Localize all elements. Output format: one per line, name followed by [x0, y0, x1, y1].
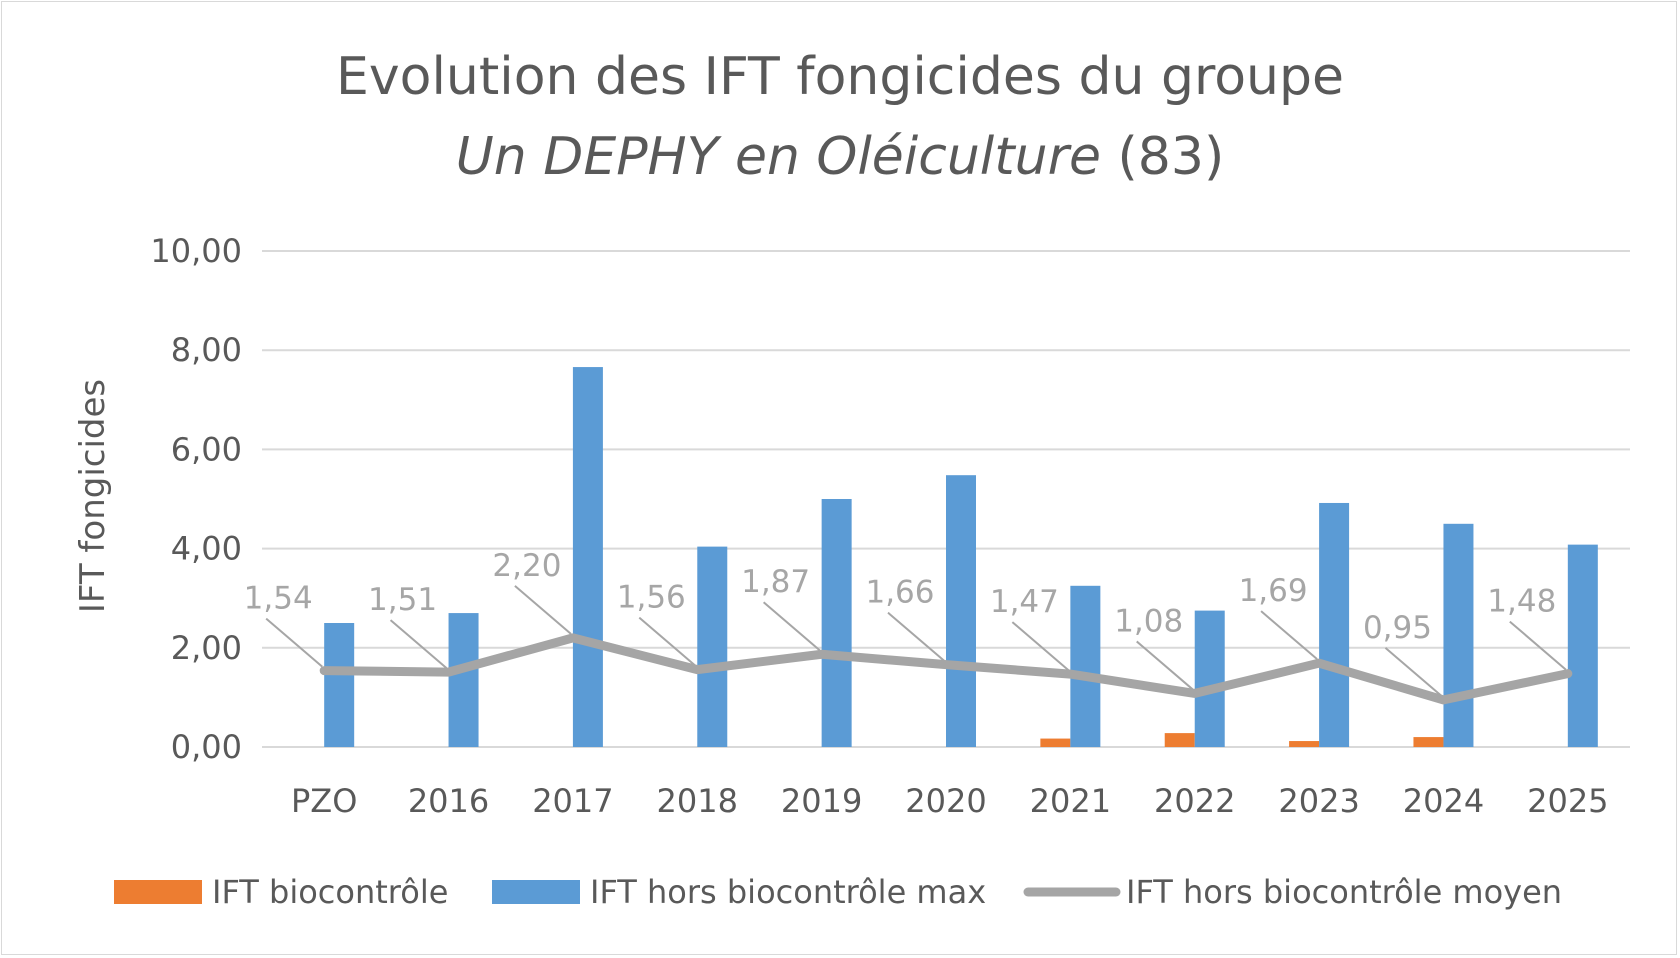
data-label: 1,47: [990, 584, 1059, 620]
x-tick-label: 2024: [1403, 782, 1484, 820]
legend-label-moyen: IFT hors biocontrôle moyen: [1126, 873, 1562, 911]
leader-line: [887, 611, 945, 662]
x-tick-label: 2021: [1030, 782, 1111, 820]
leader-lines: [265, 585, 1567, 697]
bar-hors-biocontrole-max: [1443, 523, 1474, 747]
data-label: 1,48: [1487, 584, 1556, 620]
y-tick-label: 4,00: [171, 530, 242, 568]
chart-title-line2-italic: Un DEPHY en Oléiculture: [456, 127, 1101, 187]
legend-label-biocontrole: IFT biocontrôle: [212, 873, 448, 911]
x-tick-label: 2017: [532, 782, 613, 820]
leader-line: [265, 617, 323, 668]
x-tick-label: 2023: [1278, 782, 1359, 820]
bar-biocontrole: [1040, 738, 1071, 747]
y-axis-ticks: 0,00 2,00 4,00 6,00 8,00 10,00: [150, 232, 242, 766]
data-label: 1,54: [244, 581, 313, 617]
bar-hors-biocontrole-max: [448, 613, 479, 747]
legend-swatch-max: [492, 880, 580, 904]
bar-hors-biocontrole-max: [1567, 544, 1598, 747]
x-tick-label: 2016: [408, 782, 489, 820]
bar-hors-biocontrole-max: [946, 475, 976, 747]
leader-line: [762, 601, 821, 652]
chart-title-line1: Evolution des IFT fongicides du groupe: [336, 47, 1344, 107]
leader-line: [1136, 640, 1194, 691]
data-label: 1,69: [1239, 573, 1308, 609]
legend: IFT biocontrôle IFT hors biocontrôle max I…: [114, 873, 1562, 911]
x-tick-label: 2020: [905, 782, 986, 820]
bar-hors-biocontrole-max: [1070, 585, 1101, 747]
y-axis-title: IFT fongicides: [73, 379, 113, 613]
data-label: 0,95: [1363, 610, 1432, 646]
bar-hors-biocontrole-max: [572, 367, 603, 747]
data-labels: 1,54 1,51 2,20 1,56 1,87 1,66 1,47 1,08 1,69 0,95…: [244, 548, 1557, 646]
chart-title-line2-rest: (83): [1101, 127, 1224, 187]
data-label: 2,20: [492, 548, 561, 584]
leader-line: [1011, 621, 1070, 671]
leader-line: [1384, 647, 1443, 697]
legend-label-max: IFT hors biocontrôle max: [590, 873, 986, 911]
leader-line: [514, 585, 572, 635]
y-tick-label: 6,00: [171, 430, 242, 468]
bar-biocontrole: [1413, 737, 1444, 747]
x-tick-label: PZO: [291, 782, 357, 820]
leader-line: [389, 619, 448, 669]
data-label: 1,66: [865, 575, 934, 611]
bar-biocontrole: [1289, 741, 1320, 747]
line-hors-biocontrole-moyen: [319, 633, 1573, 705]
bar-hors-biocontrole-max: [697, 546, 728, 747]
data-label: 1,51: [368, 582, 437, 618]
bar-hors-biocontrole-max: [324, 623, 355, 747]
leader-line: [1260, 610, 1318, 660]
bar-hors-biocontrole-max: [1319, 502, 1350, 747]
data-label: 1,56: [617, 580, 686, 616]
leader-line: [1509, 620, 1567, 671]
y-tick-label: 8,00: [171, 331, 242, 369]
bars: [324, 367, 1598, 747]
leader-line: [638, 616, 696, 667]
chart-title: Evolution des IFT fongicides du groupe U…: [336, 47, 1344, 187]
x-tick-label: 2022: [1154, 782, 1235, 820]
y-tick-label: 2,00: [171, 629, 242, 667]
y-tick-label: 0,00: [171, 728, 242, 766]
chart-title-line2: Un DEPHY en Oléiculture (83): [456, 127, 1224, 187]
data-label: 1,87: [741, 564, 810, 600]
bar-biocontrole: [1164, 733, 1195, 747]
x-tick-label: 2019: [781, 782, 862, 820]
x-tick-label: 2018: [657, 782, 738, 820]
y-tick-label: 10,00: [150, 232, 242, 270]
bar-hors-biocontrole-max: [1194, 610, 1225, 747]
x-tick-label: 2025: [1527, 782, 1608, 820]
data-label: 1,08: [1114, 603, 1183, 639]
legend-swatch-biocontrole: [114, 880, 202, 904]
bar-hors-biocontrole-max: [821, 499, 852, 747]
average-line: [319, 633, 1573, 705]
x-axis-ticks: PZO 2016 2017 2018 2019 2020 2021 2022 2023 2024 2…: [291, 782, 1609, 820]
